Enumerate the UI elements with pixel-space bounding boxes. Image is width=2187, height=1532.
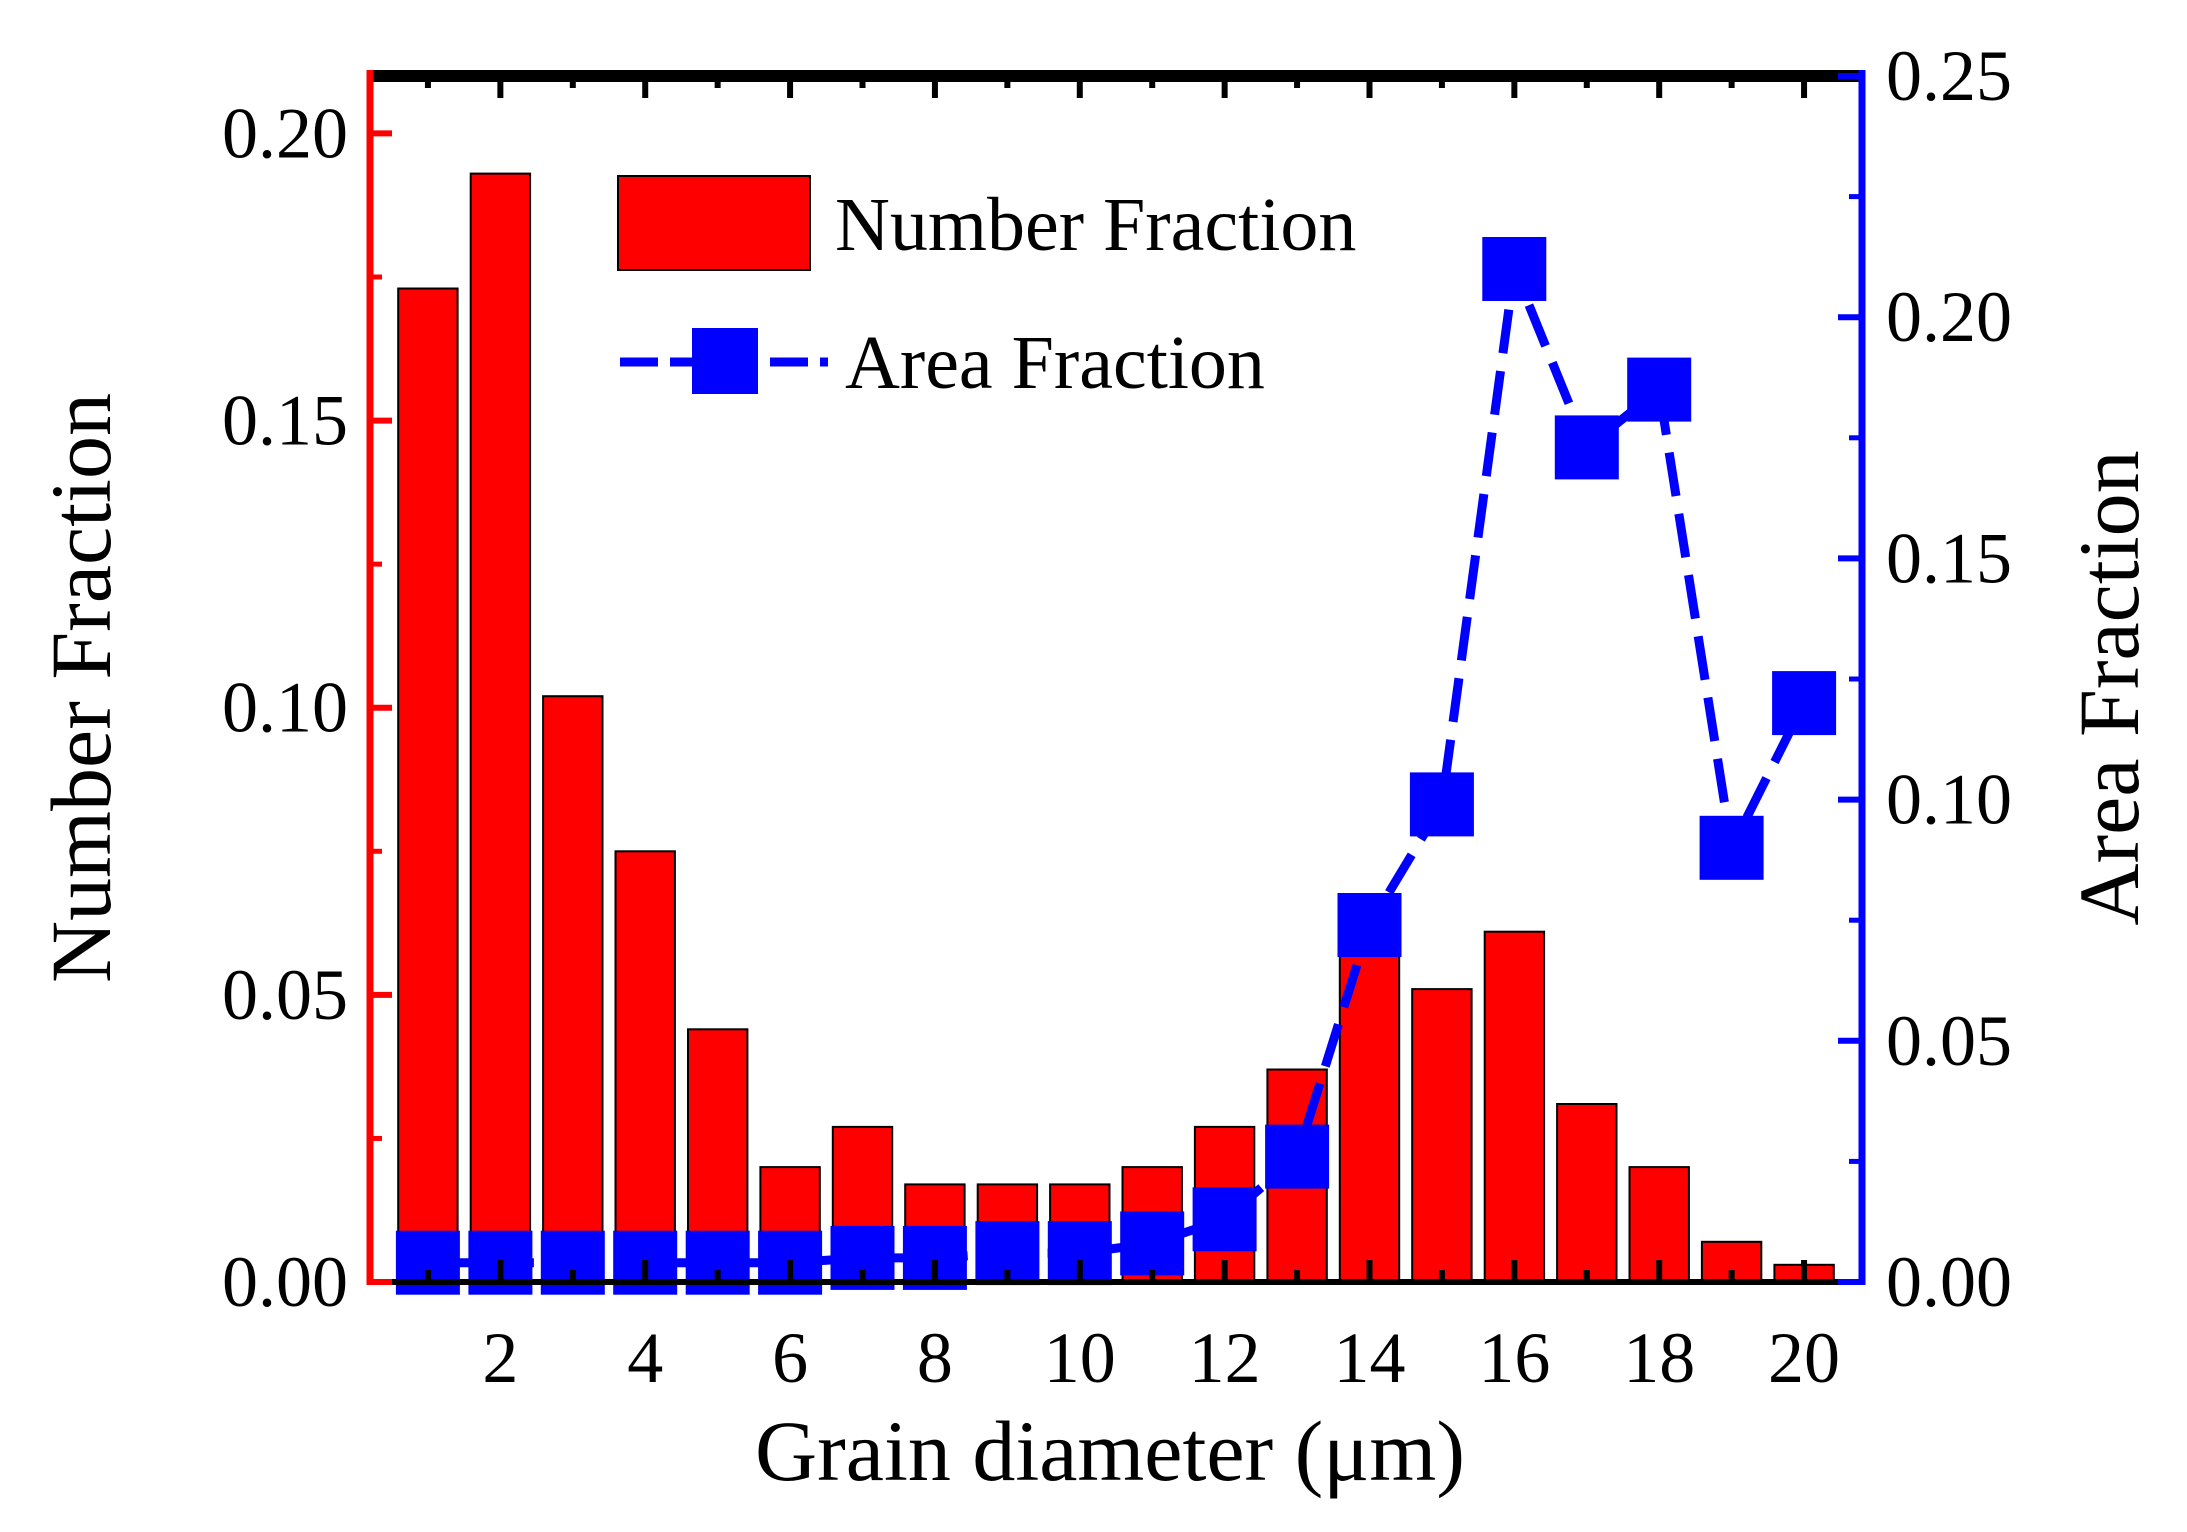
bar-number-fraction-2 <box>469 172 532 1284</box>
left-y-tick-label-0: 0.00 <box>222 1242 348 1322</box>
legend-marker-area-fraction <box>692 328 758 394</box>
right-y-axis-title: Area Fraction <box>2061 450 2157 925</box>
area-fraction-marker-15 <box>1409 772 1474 837</box>
area-fraction-marker-13 <box>1265 1124 1330 1189</box>
x-tick-label-2: 2 <box>482 1318 518 1398</box>
area-fraction-marker-18 <box>1627 357 1692 422</box>
area-fraction-marker-5 <box>685 1230 750 1295</box>
left-y-tick-label-4: 0.20 <box>222 93 348 173</box>
x-tick-label-4: 4 <box>627 1318 663 1398</box>
x-tick-label-6: 6 <box>772 1318 808 1398</box>
area-fraction-marker-19 <box>1699 815 1764 880</box>
bars-layer <box>397 172 1835 1284</box>
area-fraction-line-layer <box>395 237 1837 1295</box>
bar-number-fraction-16 <box>1483 930 1546 1283</box>
x-tick-label-20: 20 <box>1768 1318 1840 1398</box>
x-tick-label-16: 16 <box>1478 1318 1550 1398</box>
bar-number-fraction-17 <box>1556 1103 1618 1283</box>
bar-number-fraction-4 <box>614 850 676 1283</box>
x-tick-label-18: 18 <box>1623 1318 1695 1398</box>
x-tick-label-14: 14 <box>1333 1318 1405 1398</box>
bar-number-fraction-1 <box>397 287 459 1283</box>
right-y-tick-label-5: 0.25 <box>1886 36 2012 116</box>
left-y-tick-label-2: 0.10 <box>222 668 348 748</box>
area-fraction-marker-3 <box>540 1230 605 1295</box>
left-y-tick-label-3: 0.15 <box>222 381 348 461</box>
area-fraction-marker-11 <box>1120 1211 1185 1276</box>
area-fraction-marker-17 <box>1554 415 1619 480</box>
right-y-tick-label-3: 0.15 <box>1886 518 2012 598</box>
area-fraction-marker-12 <box>1192 1187 1257 1252</box>
legend-label-number-fraction: Number Fraction <box>835 183 1356 267</box>
left-y-axis-title: Number Fraction <box>33 393 129 983</box>
area-fraction-marker-14 <box>1337 893 1402 957</box>
legend-label-area-fraction: Area Fraction <box>845 321 1265 405</box>
bar-number-fraction-3 <box>542 695 604 1283</box>
legend-swatch-number-fraction <box>617 175 811 271</box>
area-fraction-marker-20 <box>1772 671 1837 736</box>
legend: Number Fraction Area Fraction <box>617 175 1356 405</box>
bar-number-fraction-15 <box>1411 988 1473 1283</box>
right-y-tick-label-2: 0.10 <box>1886 760 2012 840</box>
right-y-tick-label-4: 0.20 <box>1886 277 2012 357</box>
right-y-tick-label-0: 0.00 <box>1886 1242 2012 1322</box>
x-tick-label-8: 8 <box>917 1318 953 1398</box>
x-axis-title: Grain diameter (μm) <box>755 1403 1465 1499</box>
x-tick-label-12: 12 <box>1189 1318 1261 1398</box>
area-fraction-marker-16 <box>1482 237 1547 301</box>
x-tick-label-10: 10 <box>1044 1318 1116 1398</box>
right-y-tick-label-1: 0.05 <box>1886 1001 2012 1081</box>
left-y-tick-label-1: 0.05 <box>222 955 348 1035</box>
area-fraction-marker-1 <box>395 1230 460 1295</box>
ticks-layer: 2 4 6 8 10 12 14 16 18 20 0.00 0.05 0.10 0.15 0.20 0.00… <box>222 36 2012 1398</box>
